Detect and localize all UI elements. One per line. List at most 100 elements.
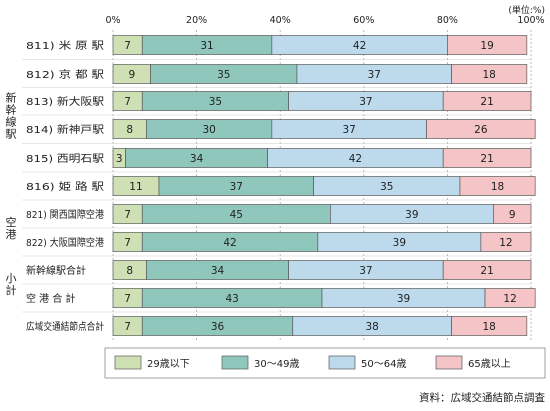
category-label: 新幹線駅合計 bbox=[26, 264, 86, 277]
category-label: 811) 米 原 駅 bbox=[26, 39, 104, 52]
data-label: 21 bbox=[480, 96, 493, 108]
legend-swatch bbox=[328, 355, 356, 370]
category-label: 空 港 合 計 bbox=[26, 292, 76, 305]
category-label: 813) 新大阪駅 bbox=[26, 95, 104, 108]
bar-row: 813) 新大阪駅 7 35 37 21 bbox=[26, 91, 532, 111]
group-label: 空港 bbox=[6, 215, 17, 241]
data-label: 9 bbox=[128, 69, 135, 81]
category-label: 815) 西明石駅 bbox=[26, 153, 104, 165]
legend-swatch bbox=[221, 355, 249, 370]
bar-segment bbox=[426, 119, 536, 139]
data-label: 12 bbox=[499, 237, 512, 249]
data-label: 21 bbox=[480, 265, 493, 277]
bar-segment bbox=[480, 232, 532, 252]
bar-segment bbox=[447, 35, 528, 55]
data-label: 38 bbox=[365, 321, 378, 333]
bar-row: 広域交通結節点合計 7 36 38 18 bbox=[26, 316, 528, 336]
bar-segment bbox=[442, 148, 532, 168]
data-label: 37 bbox=[359, 265, 372, 277]
bar-segment bbox=[442, 260, 532, 280]
data-label: 21 bbox=[480, 153, 493, 165]
category-label: 広域交通結節点合計 bbox=[26, 320, 104, 333]
x-tick-label: 40% bbox=[270, 15, 291, 26]
data-label: 7 bbox=[124, 293, 131, 305]
bar-segment bbox=[451, 316, 528, 336]
data-label: 42 bbox=[353, 40, 366, 52]
data-label: 30 bbox=[202, 124, 215, 136]
data-label: 42 bbox=[349, 153, 362, 165]
legend-item: 29歳以下 bbox=[114, 355, 190, 370]
data-label: 9 bbox=[509, 209, 516, 221]
legend-label: 29歳以下 bbox=[147, 358, 190, 370]
data-label: 7 bbox=[124, 321, 131, 333]
data-label: 39 bbox=[405, 209, 418, 221]
data-label: 39 bbox=[393, 237, 406, 249]
data-label: 34 bbox=[211, 265, 225, 277]
group-label: 新幹線駅 bbox=[6, 91, 17, 141]
data-label: 34 bbox=[190, 153, 204, 165]
category-label: 812) 京 都 駅 bbox=[26, 68, 104, 81]
legend-label: 65歳以上 bbox=[468, 358, 511, 370]
bar-row: 822) 大阪国際空港 7 42 39 12 bbox=[26, 232, 532, 252]
bar-row: 814) 新神戸駅 8 30 37 26 bbox=[26, 119, 536, 139]
legend-item: 50～64歳 bbox=[328, 355, 406, 370]
data-label: 42 bbox=[223, 237, 236, 249]
category-label: 816) 姫 路 駅 bbox=[26, 180, 104, 193]
bar-row: 811) 米 原 駅 7 31 42 19 bbox=[26, 35, 528, 55]
data-label: 7 bbox=[124, 96, 131, 108]
data-label: 31 bbox=[200, 40, 213, 52]
data-label: 35 bbox=[217, 69, 230, 81]
data-label: 43 bbox=[225, 293, 238, 305]
bar-segment bbox=[451, 64, 528, 84]
data-label: 11 bbox=[129, 181, 142, 193]
x-tick-label: 0% bbox=[105, 15, 120, 26]
legend-swatch bbox=[435, 355, 463, 370]
data-label: 35 bbox=[380, 181, 393, 193]
bar-row: 812) 京 都 駅 9 35 37 18 bbox=[26, 64, 528, 84]
data-label: 7 bbox=[124, 237, 131, 249]
bar-segment bbox=[493, 204, 532, 224]
bar-row: 821) 関西国際空港 7 45 39 9 bbox=[26, 204, 532, 224]
bar-segment bbox=[484, 288, 536, 308]
bar-row: 816) 姫 路 駅 11 37 35 18 bbox=[26, 176, 536, 196]
data-label: 18 bbox=[491, 181, 504, 193]
bar-segment bbox=[442, 91, 532, 111]
data-label: 39 bbox=[397, 293, 410, 305]
data-label: 18 bbox=[483, 69, 496, 81]
legend: 29歳以下 30～49歳 50～64歳 65歳以上 bbox=[104, 347, 546, 379]
data-label: 3 bbox=[116, 153, 123, 165]
data-label: 8 bbox=[126, 124, 133, 136]
data-label: 37 bbox=[342, 124, 355, 136]
data-label: 37 bbox=[230, 181, 243, 193]
unit-label: (単位:%) bbox=[508, 4, 545, 16]
source-note: 資料：広域交通結節点調査 bbox=[419, 391, 545, 404]
bar-row: 新幹線駅合計 8 34 37 21 bbox=[26, 260, 532, 280]
legend-label: 30～49歳 bbox=[254, 358, 299, 370]
bar-row: 空 港 合 計 7 43 39 12 bbox=[26, 288, 536, 308]
data-label: 37 bbox=[359, 96, 372, 108]
legend-item: 65歳以上 bbox=[435, 355, 511, 370]
data-label: 18 bbox=[483, 321, 496, 333]
legend-swatch bbox=[114, 355, 142, 370]
group-label: 小計 bbox=[6, 272, 17, 297]
data-label: 7 bbox=[124, 40, 131, 52]
data-label: 12 bbox=[503, 293, 516, 305]
data-label: 7 bbox=[124, 209, 131, 221]
data-label: 37 bbox=[368, 69, 381, 81]
data-label: 45 bbox=[230, 209, 243, 221]
category-label: 814) 新神戸駅 bbox=[26, 123, 104, 136]
data-label: 8 bbox=[126, 265, 133, 277]
category-label: 821) 関西国際空港 bbox=[26, 208, 104, 221]
legend-label: 50～64歳 bbox=[361, 358, 406, 370]
data-label: 26 bbox=[474, 124, 488, 136]
data-label: 35 bbox=[209, 96, 222, 108]
data-label: 19 bbox=[480, 40, 493, 52]
x-tick-label: 80% bbox=[437, 15, 458, 26]
bar-segment bbox=[459, 176, 536, 196]
x-axis-ticks: 0% 20% 40% 60% 80% 100% bbox=[105, 15, 544, 26]
x-tick-label: 60% bbox=[353, 15, 374, 26]
category-label: 822) 大阪国際空港 bbox=[26, 236, 104, 249]
